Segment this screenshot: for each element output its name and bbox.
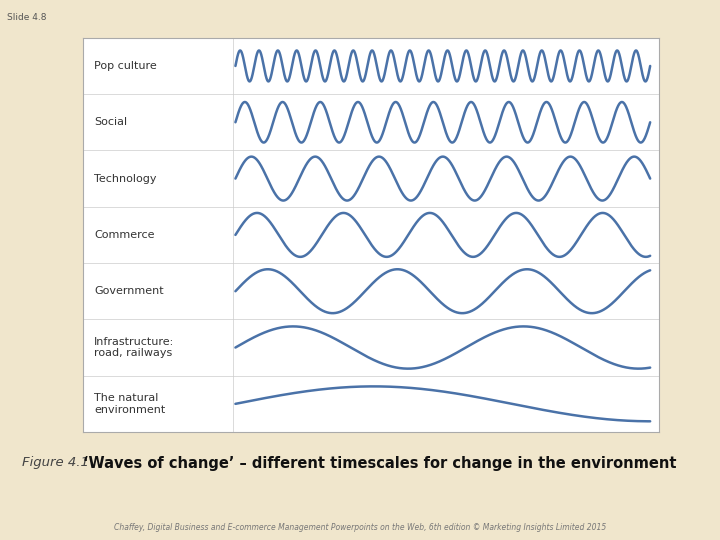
Text: Social: Social xyxy=(94,117,127,127)
Text: Figure 4.1: Figure 4.1 xyxy=(22,456,89,469)
Text: The natural
environment: The natural environment xyxy=(94,393,166,415)
Text: Government: Government xyxy=(94,286,164,296)
Text: Slide 4.8: Slide 4.8 xyxy=(7,14,47,23)
Text: Technology: Technology xyxy=(94,173,157,184)
Text: ‘Waves of change’ – different timescales for change in the environment: ‘Waves of change’ – different timescales… xyxy=(83,456,676,471)
Text: Infrastructure:
road, railways: Infrastructure: road, railways xyxy=(94,337,174,359)
Text: Commerce: Commerce xyxy=(94,230,155,240)
Text: Chaffey, Digital Business and E-commerce Management Powerpoints on the Web, 6th : Chaffey, Digital Business and E-commerce… xyxy=(114,523,606,532)
Text: Pop culture: Pop culture xyxy=(94,61,157,71)
